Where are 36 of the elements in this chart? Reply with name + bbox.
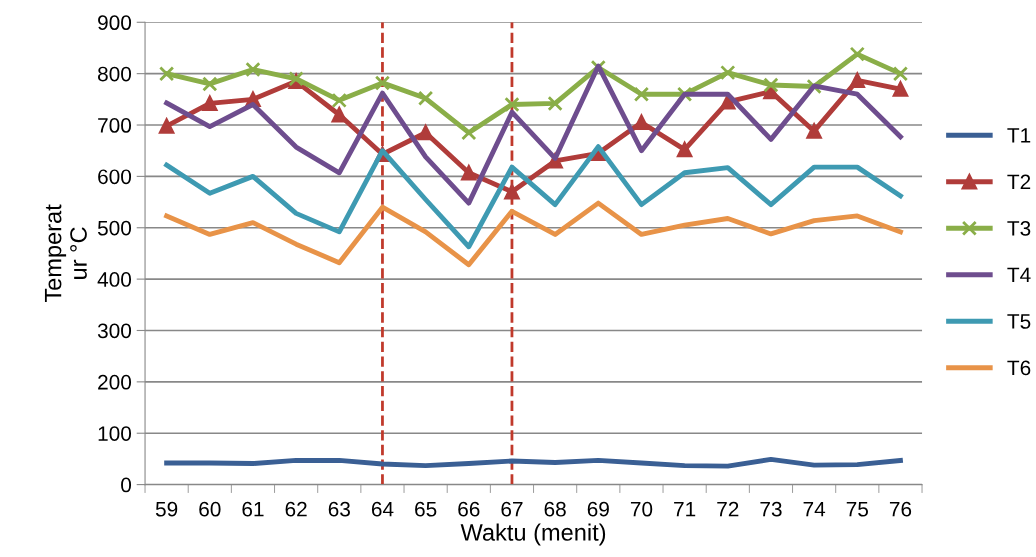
legend-label: T4: [1007, 267, 1031, 283]
legend-label: T3: [1007, 221, 1031, 236]
y-tick-label: 700: [98, 118, 132, 133]
y-tick-label: 500: [97, 220, 132, 236]
x-tick-label: 66: [458, 501, 480, 517]
x-tick-label: 69: [587, 501, 609, 517]
x-tick-label: 65: [415, 501, 437, 517]
x-tick-label: 76: [889, 501, 912, 517]
y-tick-label: 200: [98, 374, 132, 390]
x-tick-label: 67: [501, 501, 523, 517]
x-tick-label: 62: [285, 501, 307, 517]
legend-label: T2: [1007, 174, 1031, 190]
y-tick-label: 900: [98, 15, 132, 31]
x-tick-label: 74: [803, 502, 826, 517]
x-tick-label: 72: [717, 501, 739, 517]
y-tick-label: 0: [121, 477, 132, 493]
y-tick-label: 400: [97, 272, 132, 287]
x-tick-label: 59: [155, 501, 178, 517]
y-tick-label: 300: [97, 323, 132, 339]
x-tick-label: 70: [630, 501, 653, 517]
x-tick-label: 71: [674, 502, 696, 517]
legend-label: T1: [1007, 128, 1031, 143]
x-tick-label: 61: [242, 501, 264, 517]
x-tick-label: 64: [371, 501, 394, 517]
legend-label: T5: [1007, 314, 1031, 329]
y-tick-label: 100: [98, 426, 132, 441]
x-tick-label: 73: [760, 501, 782, 517]
y-axis-title: Temperat ur °C: [44, 204, 87, 303]
y-tick-label: 800: [97, 66, 132, 82]
y-tick-label: 600: [98, 169, 132, 185]
x-tick-label: 68: [544, 501, 566, 517]
x-axis-title: Waktu (menit): [460, 523, 606, 546]
x-tick-label: 63: [328, 501, 350, 517]
legend-label: T6: [1007, 360, 1031, 376]
x-tick-label: 75: [846, 502, 868, 517]
x-tick-label: 60: [199, 501, 221, 517]
